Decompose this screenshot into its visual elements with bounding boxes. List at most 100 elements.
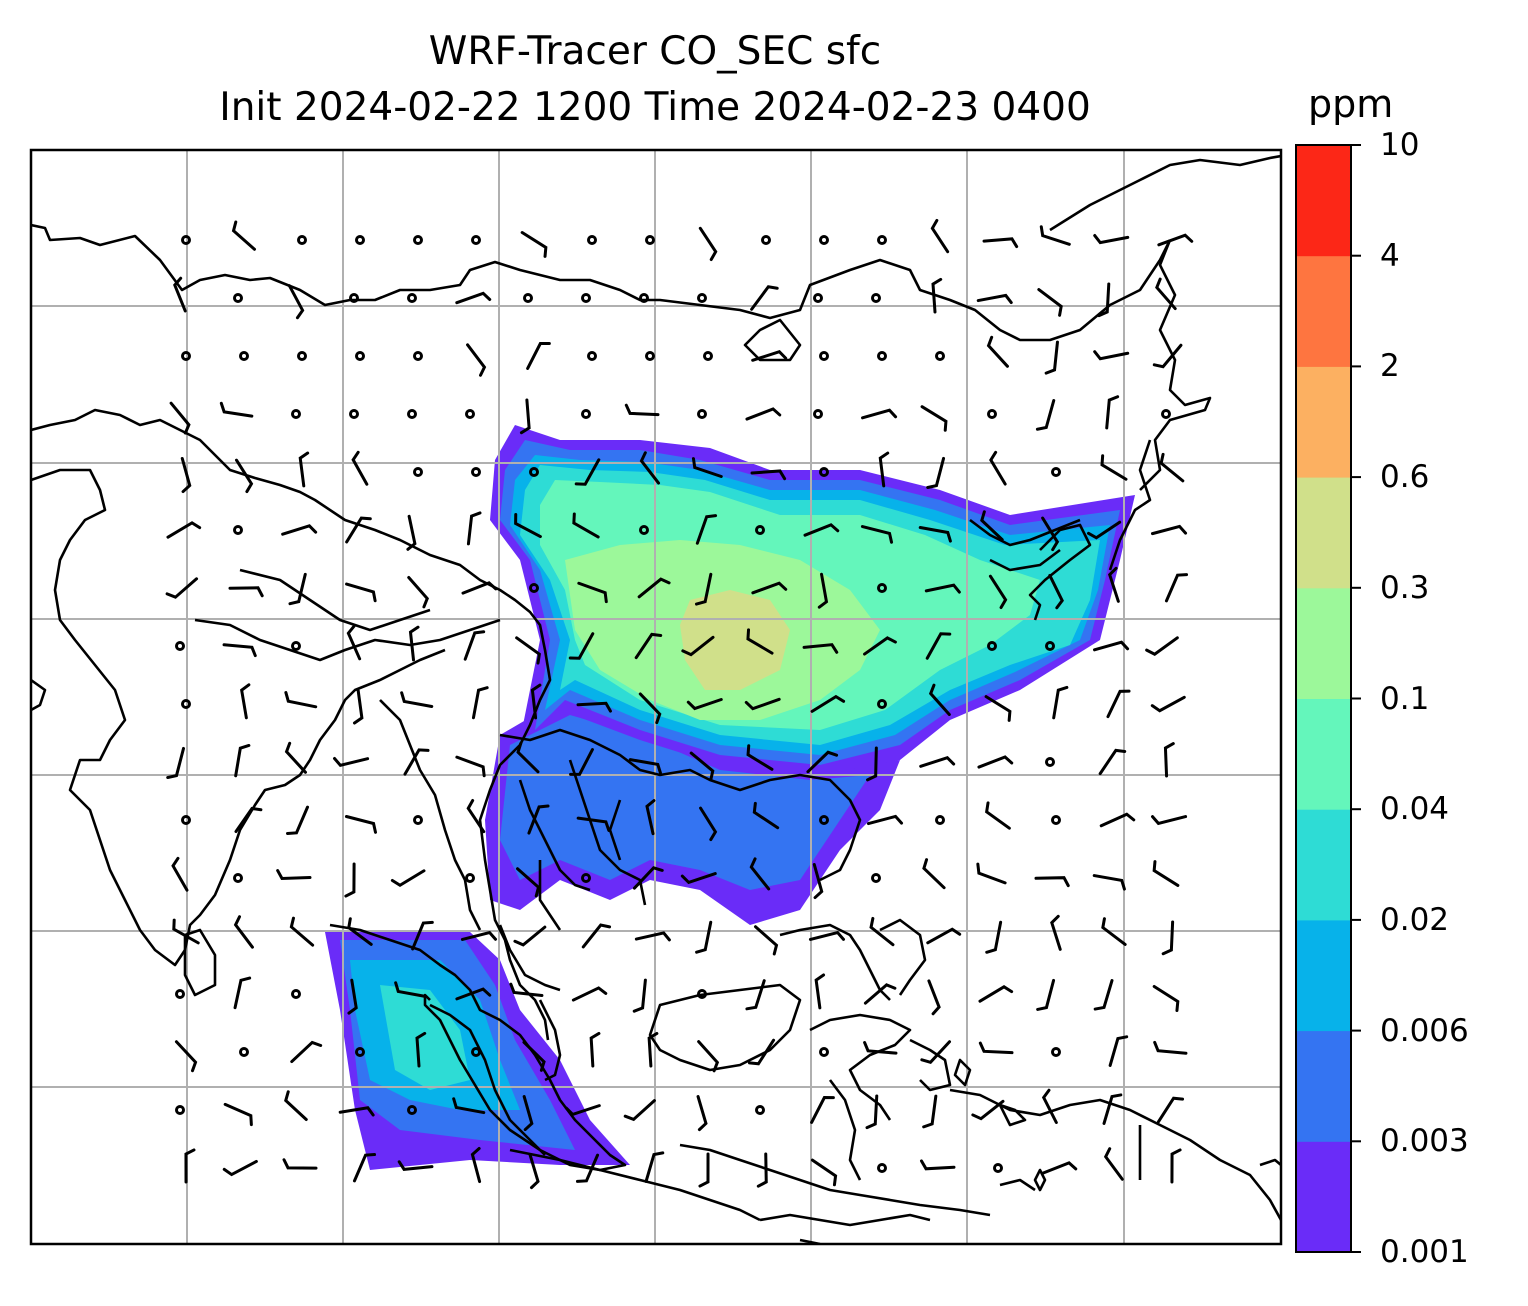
- wind-barb: [920, 1159, 956, 1171]
- wind-barb: [1099, 812, 1136, 828]
- wind-barb: [637, 577, 671, 599]
- wind-barb: [985, 801, 1011, 830]
- wind-barb: [394, 981, 428, 999]
- wind-barbs: [165, 218, 1194, 1190]
- wind-barb: [234, 806, 263, 833]
- wind-barb: [1100, 454, 1128, 481]
- colorbar-tick-label: 0.003: [1380, 1123, 1469, 1160]
- wind-barb: [925, 632, 952, 660]
- wind-barb: [863, 636, 897, 656]
- calm-wind-marker: [935, 815, 945, 825]
- wind-barb: [751, 581, 788, 595]
- wind-barb: [184, 1148, 196, 1184]
- calm-wind-marker: [761, 235, 771, 245]
- wind-barb: [865, 1094, 879, 1130]
- wind-barb: [519, 398, 531, 435]
- calm-wind-marker: [355, 1047, 365, 1057]
- calm-wind-marker: [1161, 409, 1171, 419]
- wind-barb: [1093, 350, 1130, 361]
- wind-barb: [172, 918, 200, 945]
- calm-wind-marker: [587, 351, 597, 361]
- wind-barb: [174, 1040, 198, 1073]
- calm-wind-marker: [877, 699, 887, 709]
- wind-barb: [397, 1160, 434, 1171]
- wind-barb: [169, 401, 191, 435]
- calm-wind-marker: [877, 235, 887, 245]
- wind-barb: [400, 691, 434, 709]
- wind-barb: [346, 624, 362, 661]
- calm-wind-marker: [181, 235, 191, 245]
- wind-barb: [985, 920, 1003, 954]
- colorbar-segment: [1296, 1030, 1351, 1142]
- calm-wind-marker: [413, 235, 423, 245]
- wind-barb: [922, 858, 946, 890]
- wind-barb: [284, 1090, 308, 1122]
- wind-barb: [695, 920, 713, 954]
- wind-barb: [1097, 282, 1111, 318]
- wind-barb: [697, 1040, 720, 1073]
- colorbar-segment: [1296, 255, 1351, 367]
- wind-barb: [290, 1040, 323, 1064]
- wind-barb: [634, 632, 663, 660]
- wind-barb: [171, 856, 189, 892]
- wind-barb: [745, 979, 766, 1011]
- wind-barb: [977, 755, 1014, 769]
- calm-wind-marker: [297, 235, 307, 245]
- wind-barb: [689, 751, 715, 782]
- colorbar: [1295, 144, 1361, 1253]
- wind-barb: [345, 516, 372, 544]
- calm-wind-marker: [465, 409, 475, 419]
- wind-barb: [576, 701, 612, 713]
- calm-wind-marker: [639, 293, 649, 303]
- wind-barb: [1152, 860, 1180, 887]
- wind-barb: [471, 686, 489, 720]
- wind-barb: [976, 293, 1013, 305]
- wind-barb: [808, 930, 845, 941]
- colorbar-segment: [1296, 1141, 1351, 1253]
- colorbar-segment: [1296, 809, 1351, 921]
- calm-wind-marker: [529, 467, 539, 477]
- wind-barb: [931, 277, 943, 314]
- wind-barb: [569, 748, 594, 776]
- wind-barb: [522, 1095, 534, 1132]
- colorbar-segment: [1296, 698, 1351, 810]
- wind-barb: [234, 743, 251, 778]
- wind-barb: [1102, 1093, 1123, 1125]
- calm-wind-marker: [407, 293, 417, 303]
- colorbar-tick-label: 0.001: [1380, 1234, 1469, 1270]
- wind-barb: [1044, 340, 1059, 375]
- wind-barb: [749, 857, 771, 891]
- wind-barb: [806, 750, 839, 774]
- calm-wind-marker: [819, 235, 829, 245]
- colorbar-segment: [1296, 366, 1351, 478]
- wind-barb: [351, 450, 369, 486]
- wind-barb: [918, 526, 952, 543]
- wind-barb: [1041, 1088, 1058, 1124]
- wind-barb: [509, 982, 544, 997]
- wind-barb: [1087, 520, 1122, 540]
- wind-barb: [756, 1152, 768, 1188]
- calm-wind-marker: [819, 467, 829, 477]
- calm-wind-marker: [181, 815, 191, 825]
- wind-barb: [173, 276, 187, 313]
- calm-wind-marker: [813, 293, 823, 303]
- colorbar-segment: [1296, 587, 1351, 699]
- wind-barb: [1163, 742, 1175, 778]
- calm-wind-marker: [233, 525, 243, 535]
- wind-barb: [984, 695, 1012, 722]
- wind-barb: [681, 635, 715, 657]
- wind-barb: [1150, 695, 1186, 713]
- wind-barb: [466, 343, 487, 377]
- calm-wind-marker: [175, 641, 185, 651]
- map-title: WRF-Tracer CO_SEC sfc: [428, 29, 882, 74]
- wind-barb: [530, 683, 542, 720]
- wind-barb: [922, 1094, 938, 1129]
- wind-barb: [747, 1038, 776, 1066]
- calm-wind-marker: [233, 293, 243, 303]
- calm-wind-marker: [703, 351, 713, 361]
- wind-barb: [817, 572, 829, 609]
- wind-barb: [1035, 399, 1056, 431]
- coastlines-and-borders: [31, 154, 1281, 1244]
- wind-barb: [231, 220, 256, 251]
- wind-barb: [522, 1040, 546, 1072]
